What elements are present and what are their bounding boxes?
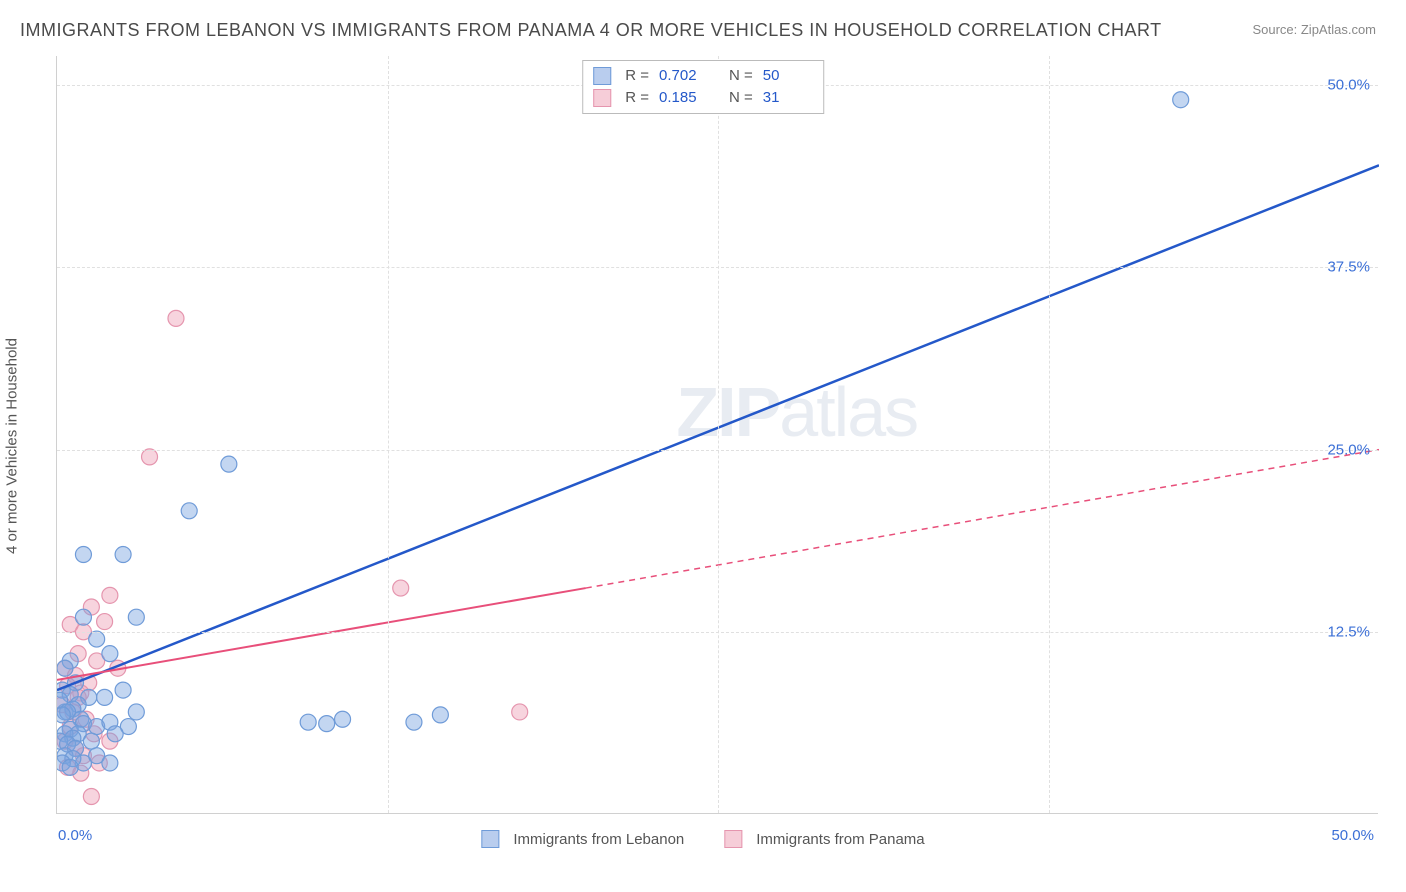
y-tick-label: 37.5% — [1327, 259, 1370, 276]
x-tick-max: 50.0% — [1331, 827, 1374, 844]
chart-title: IMMIGRANTS FROM LEBANON VS IMMIGRANTS FR… — [20, 20, 1162, 41]
r-label: R = — [625, 65, 649, 87]
n-label: N = — [729, 65, 753, 87]
correlation-legend: R = 0.702 N = 50 R = 0.185 N = 31 — [582, 60, 824, 114]
n-value-panama: 31 — [763, 87, 813, 109]
y-tick-label: 25.0% — [1327, 441, 1370, 458]
swatch-panama — [593, 89, 611, 107]
swatch-panama-bottom — [724, 830, 742, 848]
legend-row-lebanon: R = 0.702 N = 50 — [593, 65, 813, 87]
y-tick-label: 50.0% — [1327, 77, 1370, 94]
swatch-lebanon-bottom — [481, 830, 499, 848]
legend-label-lebanon: Immigrants from Lebanon — [513, 831, 684, 848]
gridline-v — [1049, 56, 1050, 813]
plot-area: ZIPatlas 12.5%25.0%37.5%50.0% — [56, 56, 1378, 814]
r-value-lebanon: 0.702 — [659, 65, 709, 87]
gridline-v — [718, 56, 719, 813]
r-value-panama: 0.185 — [659, 87, 709, 109]
gridline-v — [388, 56, 389, 813]
swatch-lebanon — [593, 67, 611, 85]
legend-label-panama: Immigrants from Panama — [756, 831, 924, 848]
y-tick-label: 12.5% — [1327, 623, 1370, 640]
legend-item-panama: Immigrants from Panama — [724, 830, 924, 848]
series-legend: Immigrants from Lebanon Immigrants from … — [481, 830, 924, 848]
legend-item-lebanon: Immigrants from Lebanon — [481, 830, 684, 848]
n-value-lebanon: 50 — [763, 65, 813, 87]
source-attribution: Source: ZipAtlas.com — [1252, 22, 1376, 37]
legend-row-panama: R = 0.185 N = 31 — [593, 87, 813, 109]
n-label: N = — [729, 87, 753, 109]
r-label: R = — [625, 87, 649, 109]
y-axis-label: 4 or more Vehicles in Household — [4, 338, 21, 554]
x-tick-min: 0.0% — [58, 827, 92, 844]
